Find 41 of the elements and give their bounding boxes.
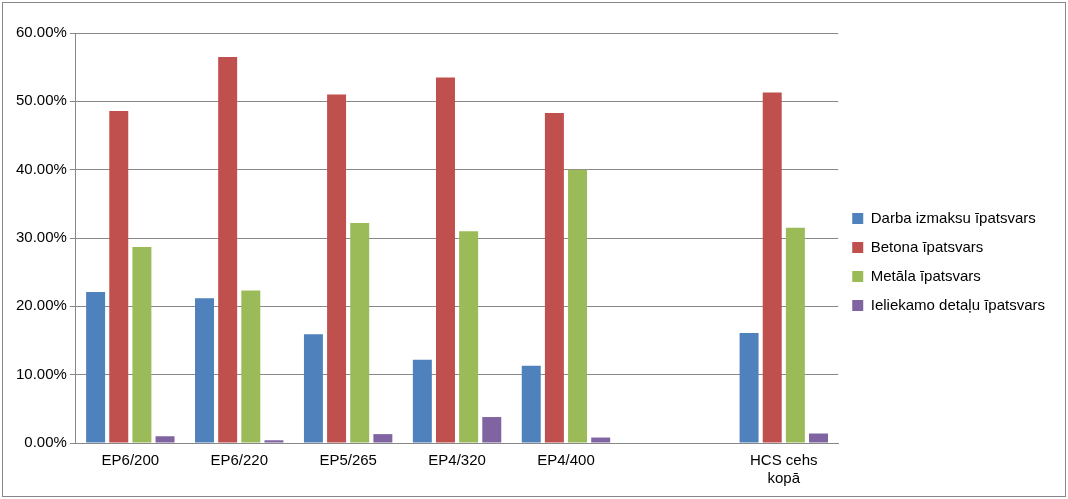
bar: [327, 94, 347, 443]
bar: [218, 56, 238, 443]
bar: [132, 246, 152, 443]
legend-label: Metāla īpatsvars: [870, 266, 981, 284]
bar: [412, 359, 432, 443]
y-tick-label: 20.00%: [16, 296, 67, 314]
legend-label: Ieliekamo detaļu īpatsvars: [870, 295, 1046, 313]
bar: [155, 436, 175, 443]
y-tick-label: 0.00%: [24, 433, 67, 451]
x-tick-label: EP5/265: [319, 451, 377, 469]
bar: [591, 437, 611, 443]
y-tick-label: 50.00%: [16, 91, 67, 109]
x-tick-label: EP6/200: [101, 451, 160, 469]
bar: [482, 417, 502, 443]
x-tick-label: HCS cehs kopā: [750, 451, 818, 487]
bar: [544, 112, 564, 443]
bar: [436, 77, 455, 443]
bar: [350, 222, 370, 443]
bar: [86, 291, 106, 443]
y-tick-label: 30.00%: [16, 228, 67, 246]
bar: [241, 290, 261, 443]
bar: [785, 227, 805, 443]
bar: [303, 334, 323, 443]
bar: [195, 298, 215, 443]
bar: [521, 365, 541, 443]
bar: [109, 110, 129, 443]
x-tick-label: EP4/400: [537, 451, 595, 469]
bar: [459, 231, 479, 443]
legend-label: Darba izmaksu īpatsvars: [870, 208, 1036, 226]
x-tick-label: EP6/220: [210, 451, 269, 469]
legend-label: Betona īpatsvars: [870, 237, 984, 255]
bar: [264, 440, 284, 443]
y-tick-label: 40.00%: [16, 159, 67, 177]
bar: [809, 433, 828, 443]
y-tick-label: 60.00%: [16, 23, 67, 41]
bar: [739, 332, 759, 443]
bar: [568, 169, 588, 443]
bar: [762, 92, 782, 443]
bar: [373, 434, 393, 443]
x-tick-label: EP4/320: [428, 451, 486, 469]
y-tick-label: 10.00%: [16, 364, 67, 382]
